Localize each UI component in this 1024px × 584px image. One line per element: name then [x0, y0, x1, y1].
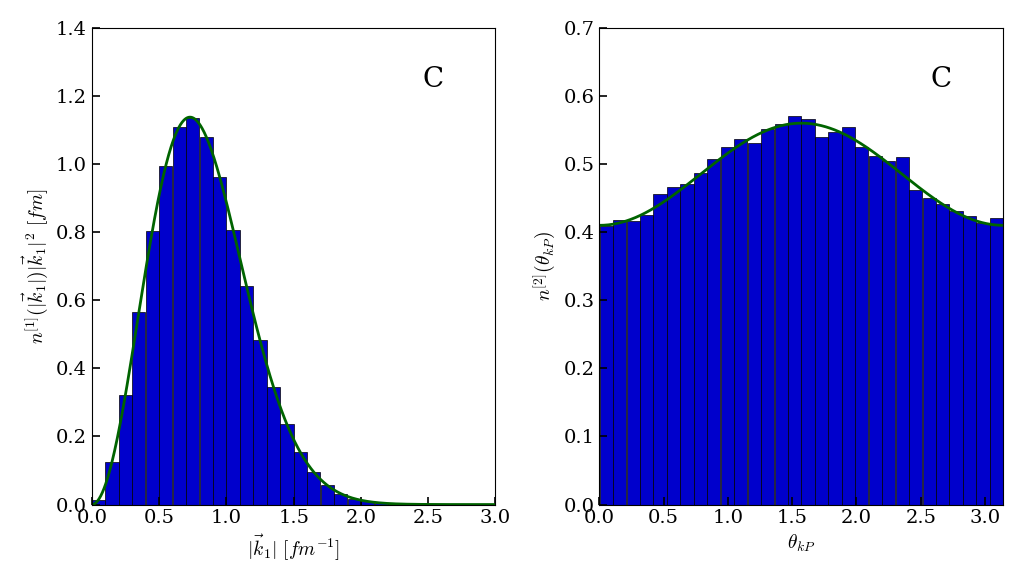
Bar [788, 116, 801, 505]
Bar [347, 499, 360, 505]
Bar [855, 147, 868, 505]
Bar [267, 387, 280, 505]
Bar [321, 485, 334, 505]
Bar [815, 137, 828, 505]
Bar [868, 157, 882, 505]
Bar [253, 340, 266, 505]
Bar [721, 147, 734, 505]
Bar [307, 472, 321, 505]
Bar [613, 220, 627, 505]
Bar [761, 128, 774, 505]
Bar [132, 312, 145, 505]
X-axis label: $\theta_{kP}$: $\theta_{kP}$ [787, 533, 815, 554]
Bar [708, 159, 721, 505]
Bar [748, 143, 761, 505]
Bar [119, 395, 132, 505]
Bar [734, 139, 748, 505]
Bar [828, 132, 842, 505]
Bar [896, 157, 909, 505]
Text: C: C [423, 66, 444, 93]
Bar [883, 161, 895, 505]
Bar [653, 193, 667, 505]
Bar [600, 226, 612, 505]
Bar [936, 204, 949, 505]
Bar [774, 124, 787, 505]
Bar [334, 493, 347, 505]
Bar [627, 221, 640, 505]
Bar [240, 286, 253, 505]
Bar [909, 190, 923, 505]
Bar [173, 127, 186, 505]
Bar [294, 453, 307, 505]
Bar [977, 223, 989, 505]
Bar [281, 425, 294, 505]
Bar [361, 502, 374, 505]
Bar [105, 462, 119, 505]
Y-axis label: $n^{[1]}(|\vec{k}_1|)|\vec{k}_1|^2$ $[fm]$: $n^{[1]}(|\vec{k}_1|)|\vec{k}_1|^2$ $[fm… [20, 189, 50, 344]
Bar [990, 218, 1004, 505]
Bar [375, 503, 388, 505]
Bar [186, 118, 200, 505]
Bar [92, 500, 105, 505]
X-axis label: $|\vec{k}_1|$ $[fm^{-1}]$: $|\vec{k}_1|$ $[fm^{-1}]$ [247, 533, 340, 563]
Bar [667, 187, 680, 505]
Text: C: C [931, 66, 951, 93]
Bar [226, 230, 240, 505]
Bar [640, 215, 653, 505]
Bar [923, 198, 936, 505]
Bar [963, 215, 976, 505]
Bar [949, 211, 963, 505]
Bar [388, 504, 401, 505]
Bar [680, 185, 693, 505]
Bar [694, 173, 707, 505]
Bar [842, 127, 855, 505]
Y-axis label: $n^{[2]}(\theta_{kP})$: $n^{[2]}(\theta_{kP})$ [531, 231, 558, 301]
Bar [802, 119, 815, 505]
Bar [213, 177, 226, 505]
Bar [200, 137, 213, 505]
Bar [145, 231, 159, 505]
Bar [159, 166, 172, 505]
